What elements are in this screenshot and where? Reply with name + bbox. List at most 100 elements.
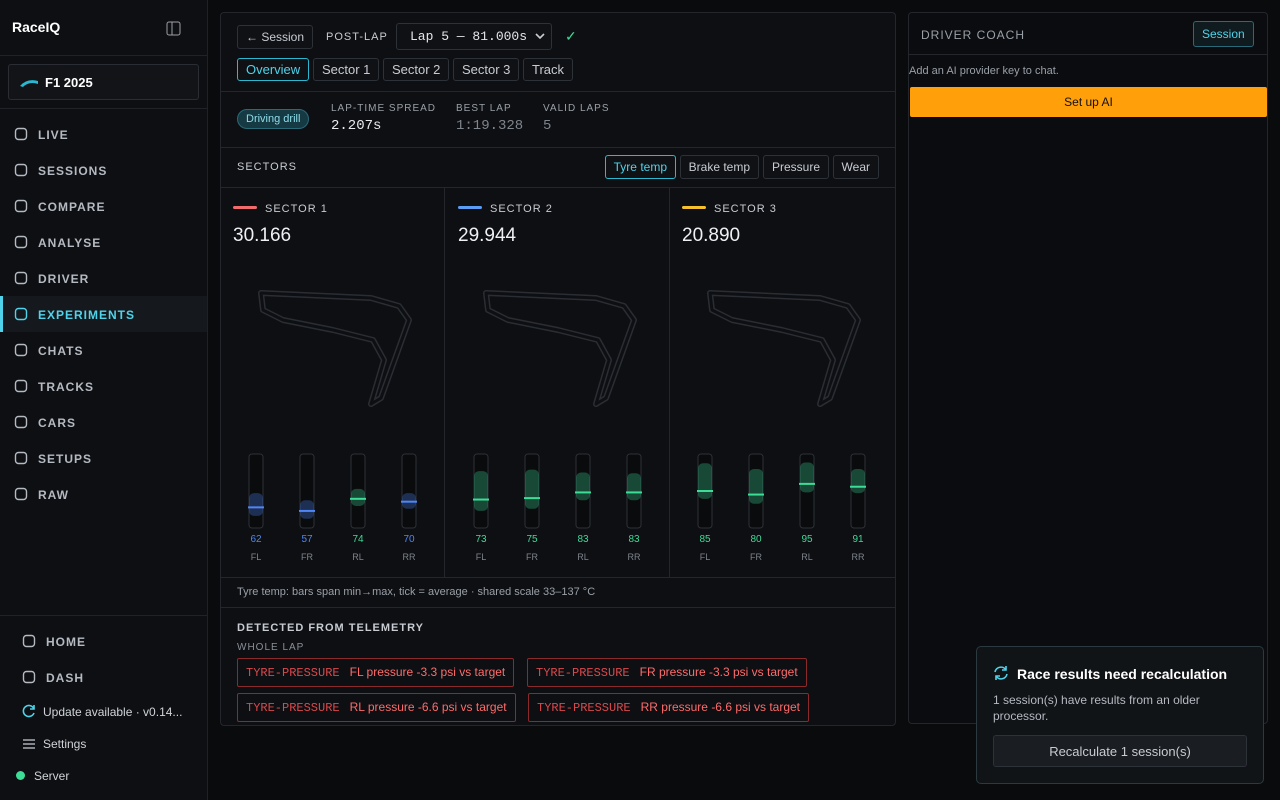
sector-card: SECTOR 2 29.944 73 FL 75 FR 83 RL 83 RR xyxy=(446,188,670,578)
stat: VALID LAPS 5 xyxy=(543,103,610,134)
tyre-range xyxy=(626,473,641,501)
nav-label: SETUPS xyxy=(38,452,93,466)
detected-scope: WHOLE LAP xyxy=(237,642,305,653)
update-link[interactable]: Update available · v0.14... xyxy=(43,705,183,719)
nav-item[interactable]: CHATS xyxy=(0,332,207,368)
nav-item[interactable]: SESSIONS xyxy=(0,152,207,188)
nav-icon xyxy=(22,670,36,684)
nav-item[interactable]: SETUPS xyxy=(0,440,207,476)
sector-time: 29.944 xyxy=(458,225,517,246)
icon-shape xyxy=(14,379,28,393)
sector-swatch xyxy=(233,206,257,209)
divider xyxy=(221,607,895,608)
nav-item[interactable]: DRIVER xyxy=(0,260,207,296)
divider xyxy=(221,147,895,148)
sector-graphic: SECTOR 1 30.166 62 FL 57 FR 74 RL 70 RR xyxy=(233,203,417,562)
tab[interactable]: Sector 2 xyxy=(383,58,450,81)
issue-tag: TYRE-PRESSURE xyxy=(536,666,630,680)
tab[interactable]: Track xyxy=(523,58,574,81)
track-inner xyxy=(484,291,635,406)
tyre-pos: FR xyxy=(750,552,762,562)
tyre-track xyxy=(524,453,539,529)
divider xyxy=(0,55,207,56)
metric-toggle[interactable]: Pressure xyxy=(762,155,829,179)
nav-label: COMPARE xyxy=(38,200,106,214)
game-selector[interactable]: F1 2025 xyxy=(8,64,199,100)
sector-time: 20.890 xyxy=(682,225,740,246)
settings-link[interactable]: Settings xyxy=(43,737,87,751)
sector-swatch xyxy=(457,206,482,209)
back-button[interactable]: ← Session xyxy=(237,25,314,49)
stat-label: LAP-TIME SPREAD xyxy=(331,103,437,114)
toast-title: Race results need recalculation xyxy=(1017,666,1228,682)
tyre-value: 74 xyxy=(352,534,364,545)
nav-label: CHATS xyxy=(38,344,84,358)
server-status: Server xyxy=(34,769,70,783)
sector-card: SECTOR 3 20.890 85 FL 80 FR 95 RL 91 RR xyxy=(670,188,894,578)
nav-item[interactable]: CARS xyxy=(0,404,207,440)
settings-icon xyxy=(23,739,35,749)
nav-item[interactable]: COMPARE xyxy=(0,188,207,224)
collapse-icon[interactable] xyxy=(166,21,181,36)
metric-toggle[interactable]: Brake temp xyxy=(679,155,759,179)
toast-body: 1 session(s) have results from an older … xyxy=(993,693,1200,723)
icon-shape xyxy=(14,343,28,357)
game-name: F1 2025 xyxy=(45,75,93,90)
stat-value: 1:19.328 xyxy=(456,118,524,134)
tyre-pos: RR xyxy=(627,552,640,562)
sector-name: SECTOR 1 xyxy=(265,203,328,215)
nav-icon xyxy=(14,307,28,321)
nav-icon xyxy=(14,199,28,213)
tyre-range xyxy=(300,500,314,519)
recalc-button[interactable]: Recalculate 1 session(s) xyxy=(993,735,1247,767)
nav-icon xyxy=(14,127,28,141)
setup-ai-button[interactable]: Set up AI xyxy=(910,87,1267,117)
tab[interactable]: Sector 1 xyxy=(313,58,380,81)
drill-badge: Driving drill xyxy=(237,109,310,129)
stat-label: BEST LAP xyxy=(456,103,512,114)
nav-icon xyxy=(14,415,28,429)
nav-label: CARS xyxy=(38,416,77,430)
stat-label: VALID LAPS xyxy=(543,103,610,114)
metric-toggle[interactable]: Wear xyxy=(832,155,879,179)
sector-card: SECTOR 1 30.166 62 FL 57 FR 74 RL 70 RR xyxy=(221,188,445,578)
stat-value: 5 xyxy=(543,118,552,134)
footer-label: HOME xyxy=(46,635,86,649)
experiment-panel: ← Session POST-LAP Lap 5 — 81.000s ✓ Ove… xyxy=(220,12,896,726)
tyre-range xyxy=(575,472,590,501)
issue-text: RL pressure -6.6 psi vs target xyxy=(349,700,507,714)
lap-value: Lap 5 — 81.000s xyxy=(410,29,528,44)
nav-item[interactable]: ANALYSE xyxy=(0,224,207,260)
sidebar: RaceIQ F1 2025 LIVE SESSIONS COMPARE ANALYS… xyxy=(0,0,208,800)
issue-tag: TYRE-PRESSURE xyxy=(246,666,340,680)
tab[interactable]: Overview xyxy=(237,58,310,81)
nav-item[interactable]: TRACKS xyxy=(0,368,207,404)
divider xyxy=(909,54,1267,55)
nav-item[interactable]: LIVE xyxy=(0,116,207,152)
tyre-value: 95 xyxy=(801,534,813,545)
track-inner xyxy=(708,291,860,406)
scope-button[interactable]: Session xyxy=(1193,21,1254,47)
metric-toggle[interactable]: Tyre temp xyxy=(604,155,676,179)
nav-item[interactable]: EXPERIMENTS xyxy=(0,296,207,332)
sectors-title: SECTORS xyxy=(237,161,297,173)
nav-label: RAW xyxy=(38,488,69,502)
tyre-pos: RR xyxy=(403,552,416,562)
scale-unit: °C xyxy=(582,586,596,598)
tyre-range xyxy=(749,468,763,504)
mode-label: POST-LAP xyxy=(326,31,388,43)
divider xyxy=(221,577,895,578)
tab[interactable]: Sector 3 xyxy=(453,58,520,81)
lap-select[interactable]: Lap 5 — 81.000s xyxy=(396,23,552,50)
nav-icon xyxy=(14,487,28,501)
nav-label: DRIVER xyxy=(38,272,90,286)
footer-item[interactable]: HOME xyxy=(0,623,207,659)
tyre-pos: RL xyxy=(801,552,813,562)
tyre-track xyxy=(626,453,641,529)
tyre-track xyxy=(799,453,815,529)
footer-item[interactable]: DASH xyxy=(0,659,207,695)
track-outline xyxy=(258,290,412,407)
tyre-track xyxy=(350,453,366,529)
nav-item[interactable]: RAW xyxy=(0,476,207,512)
icon-shape xyxy=(14,199,28,213)
